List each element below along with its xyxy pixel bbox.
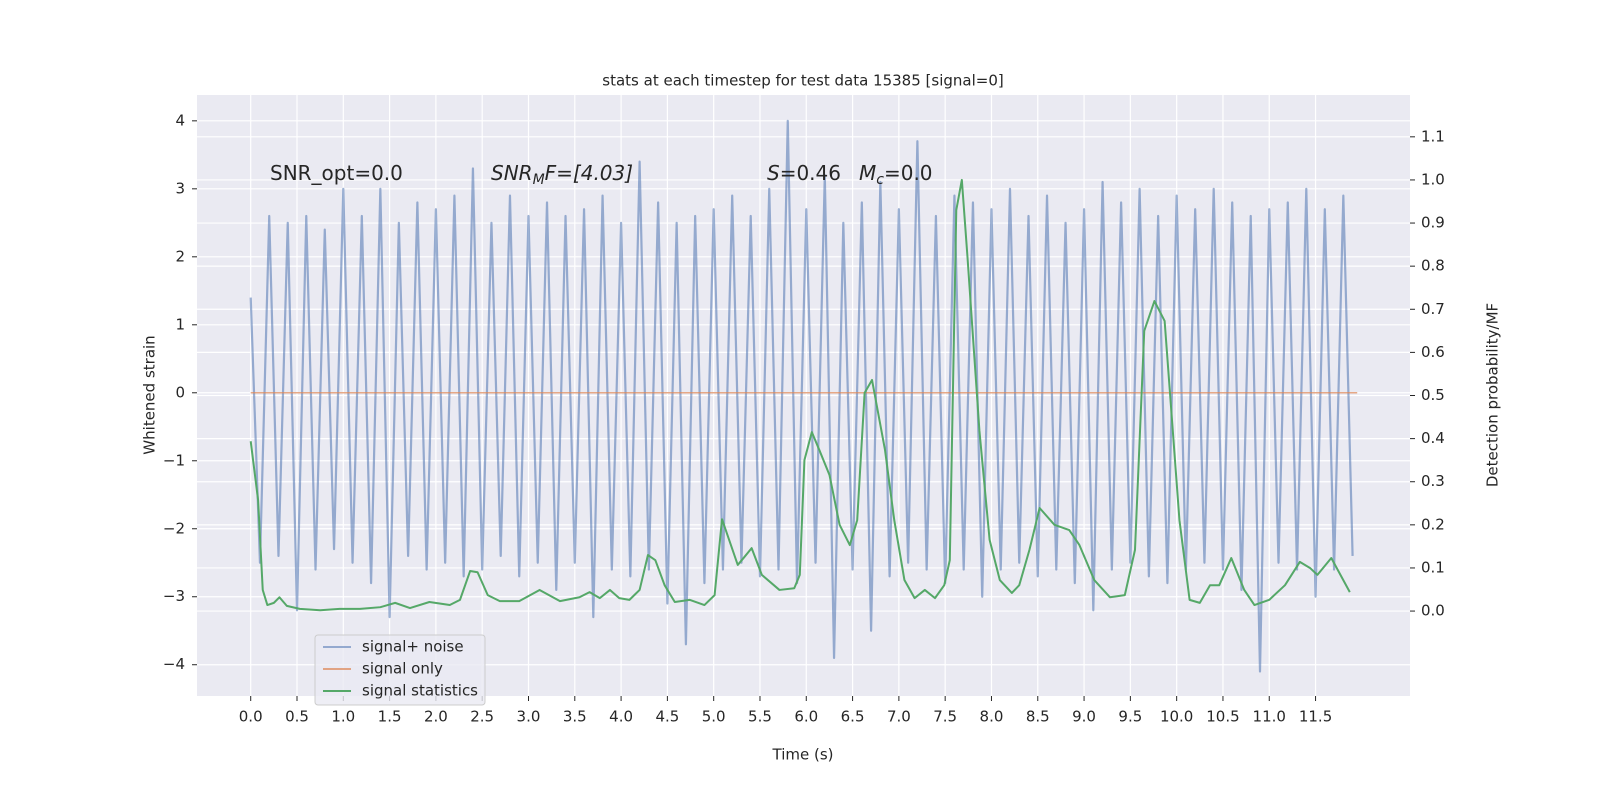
- annotation-italic: S: [767, 161, 780, 185]
- annotation-italic: M: [859, 161, 876, 185]
- annotation: S=0.46: [767, 161, 841, 185]
- x-tick-label: 6.0: [794, 708, 818, 726]
- y-tick-label: −4: [163, 655, 185, 673]
- y-tick-label: 3: [175, 179, 185, 197]
- y2-axis-label: Detection probability/MF: [1484, 303, 1502, 487]
- y2-tick-label: 0.0: [1421, 602, 1445, 620]
- x-tick-label: 5.5: [748, 708, 772, 726]
- annotation-italic: SNR: [491, 161, 533, 185]
- x-tick-label: 7.0: [887, 708, 911, 726]
- annotation-text: =0.46: [780, 161, 841, 185]
- x-tick-label: 2.0: [424, 708, 448, 726]
- y-tick-label: 0: [175, 383, 185, 401]
- x-tick-label: 8.0: [980, 708, 1004, 726]
- y2-tick-label: 0.4: [1421, 429, 1445, 447]
- series-line: [249, 178, 1351, 612]
- y-tick-label: −3: [163, 587, 185, 605]
- x-tick-label: 11.0: [1253, 708, 1286, 726]
- annotation-text: F=[4.03]: [545, 161, 633, 185]
- x-tick-label: 5.0: [702, 708, 726, 726]
- y2-tick-label: 0.2: [1421, 515, 1445, 533]
- annotation-text: =0.0: [884, 161, 933, 185]
- x-tick-label: 1.5: [378, 708, 402, 726]
- annotation: SNRMF=[4.03]: [491, 161, 633, 189]
- y2-tick-label: 1.1: [1421, 127, 1445, 145]
- y-tick-label: 4: [175, 111, 185, 129]
- y-axis-label: Whitened strain: [141, 335, 159, 454]
- annotation: SNR_opt=0.0: [270, 161, 403, 185]
- x-tick-label: 4.0: [609, 708, 633, 726]
- x-tick-label: 4.5: [655, 708, 679, 726]
- legend-box: [314, 634, 486, 706]
- x-tick-label: 1.0: [331, 708, 355, 726]
- y2-tick-label: 0.5: [1421, 386, 1445, 404]
- chart-title: stats at each timestep for test data 153…: [602, 72, 1003, 90]
- annotation-text: SNR_opt=0.0: [270, 161, 403, 185]
- y2-tick-label: 0.7: [1421, 300, 1445, 318]
- legend-label: signal+ noise: [362, 638, 464, 656]
- x-tick-label: 10.5: [1206, 708, 1239, 726]
- x-axis-label: Time (s): [772, 746, 834, 764]
- y-tick-label: 2: [175, 247, 185, 265]
- x-tick-label: 0.5: [285, 708, 309, 726]
- y-tick-label: −2: [163, 519, 185, 537]
- legend-label: signal statistics: [362, 682, 478, 700]
- y-tick-label: 1: [175, 315, 185, 333]
- legend-label: signal only: [362, 660, 443, 678]
- x-tick-label: 0.0: [239, 708, 263, 726]
- x-tick-label: 6.5: [841, 708, 865, 726]
- annotation-subscript: M: [533, 172, 545, 188]
- y2-tick-label: 0.9: [1421, 214, 1445, 232]
- x-tick-label: 3.0: [517, 708, 541, 726]
- series-line: [249, 119, 1354, 673]
- y2-tick-label: 0.8: [1421, 257, 1445, 275]
- y2-tick-label: 0.3: [1421, 472, 1445, 490]
- y2-tick-label: 0.1: [1421, 558, 1445, 576]
- y2-tick-label: 1.0: [1421, 170, 1445, 188]
- annotation-subscript: c: [876, 172, 884, 188]
- x-tick-label: 9.0: [1072, 708, 1096, 726]
- x-tick-label: 2.5: [470, 708, 494, 726]
- y2-tick-label: 0.6: [1421, 343, 1445, 361]
- y-tick-label: −1: [163, 451, 185, 469]
- x-tick-label: 9.5: [1118, 708, 1142, 726]
- x-tick-label: 10.0: [1160, 708, 1193, 726]
- annotation: Mc=0.0: [859, 161, 933, 189]
- x-tick-label: 11.5: [1299, 708, 1332, 726]
- x-tick-label: 8.5: [1026, 708, 1050, 726]
- x-tick-label: 7.5: [933, 708, 957, 726]
- x-tick-label: 3.5: [563, 708, 587, 726]
